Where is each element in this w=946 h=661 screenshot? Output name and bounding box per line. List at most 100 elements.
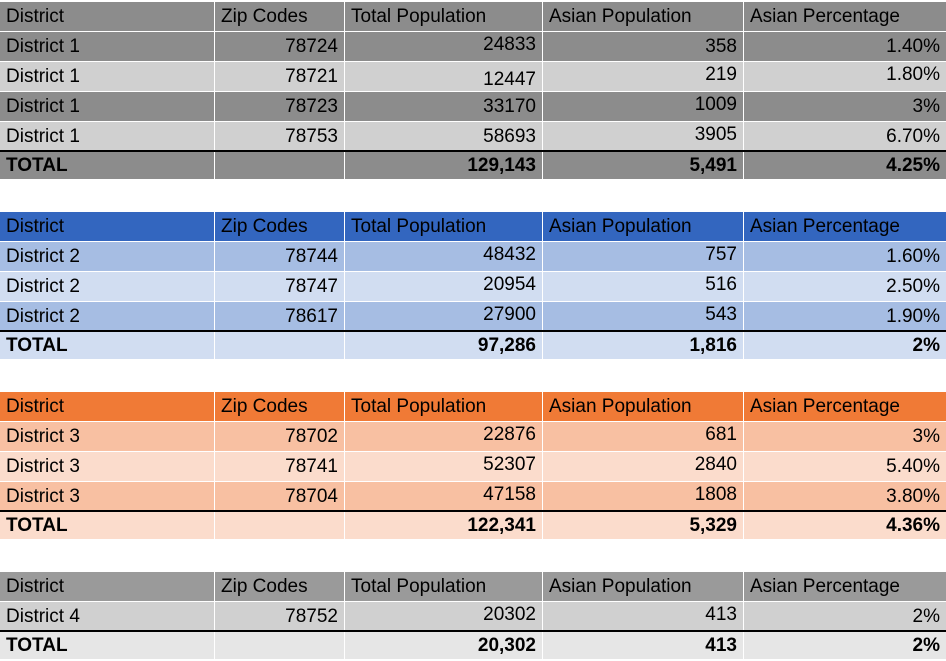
asian-population-cell[interactable]: 1,816 [543,332,744,360]
header-cell[interactable]: Asian Percentage [744,212,946,242]
asian-percentage-cell[interactable]: 2% [744,332,946,360]
zip-cell[interactable]: 78617 [215,302,345,332]
total-population-cell[interactable]: 97,286 [345,332,543,360]
asian-population-cell[interactable]: 5,329 [543,512,744,540]
zip-cell[interactable]: 78744 [215,242,345,272]
header-cell[interactable]: District [0,2,215,32]
asian-population-cell[interactable]: 3905 [543,122,744,152]
district-cell[interactable]: District 2 [0,272,215,302]
zip-cell[interactable]: 78752 [215,602,345,632]
table-row: District 1 78753 58693 3905 6.70% [0,122,946,152]
header-cell[interactable]: Asian Percentage [744,572,946,602]
header-cell[interactable]: Total Population [345,212,543,242]
zip-cell[interactable]: 78753 [215,122,345,152]
asian-population-cell[interactable]: 5,491 [543,152,744,180]
district-cell[interactable]: District 3 [0,452,215,482]
total-population-cell[interactable]: 129,143 [345,152,543,180]
district-cell[interactable]: District 3 [0,422,215,452]
asian-percentage-cell[interactable]: 5.40% [744,452,946,482]
asian-population-cell[interactable]: 516 [543,272,744,302]
asian-percentage-cell[interactable]: 2.50% [744,272,946,302]
total-label-cell[interactable]: TOTAL [0,512,215,540]
zip-cell[interactable]: 78723 [215,92,345,122]
zip-cell[interactable]: 78747 [215,272,345,302]
district-cell[interactable]: District 2 [0,242,215,272]
total-label-cell[interactable]: TOTAL [0,332,215,360]
asian-population-cell[interactable]: 413 [543,602,744,632]
zip-cell[interactable] [215,332,345,360]
asian-percentage-cell[interactable]: 6.70% [744,122,946,152]
total-population-cell[interactable]: 47158 [345,482,543,512]
header-cell[interactable]: Zip Codes [215,392,345,422]
header-cell[interactable]: Zip Codes [215,572,345,602]
zip-cell[interactable]: 78704 [215,482,345,512]
asian-percentage-cell[interactable]: 2% [744,632,946,660]
zip-cell[interactable]: 78724 [215,32,345,62]
asian-percentage-cell[interactable]: 3.80% [744,482,946,512]
total-population-cell[interactable]: 27900 [345,302,543,332]
total-label-cell[interactable]: TOTAL [0,152,215,180]
asian-percentage-cell[interactable]: 3% [744,92,946,122]
district-cell[interactable]: District 3 [0,482,215,512]
header-cell[interactable]: Asian Population [543,2,744,32]
asian-percentage-cell[interactable]: 1.90% [744,302,946,332]
district-cell[interactable]: District 2 [0,302,215,332]
zip-cell[interactable]: 78721 [215,62,345,92]
total-population-cell[interactable]: 122,341 [345,512,543,540]
total-label-cell[interactable]: TOTAL [0,632,215,660]
district-cell[interactable]: District 4 [0,602,215,632]
zip-cell[interactable]: 78741 [215,452,345,482]
asian-percentage-cell[interactable]: 3% [744,422,946,452]
total-population-cell[interactable]: 33170 [345,92,543,122]
header-row: District Zip Codes Total Population Asia… [0,2,946,32]
header-cell[interactable]: Asian Population [543,572,744,602]
header-cell[interactable]: District [0,392,215,422]
header-cell[interactable]: Total Population [345,2,543,32]
total-population-cell[interactable]: 20954 [345,272,543,302]
total-population-cell[interactable]: 12447 [345,62,543,92]
header-cell[interactable]: Asian Population [543,212,744,242]
district-cell[interactable]: District 1 [0,122,215,152]
asian-percentage-cell[interactable]: 1.60% [744,242,946,272]
district-cell[interactable]: District 1 [0,32,215,62]
asian-population-cell[interactable]: 358 [543,32,744,62]
header-cell[interactable]: Asian Percentage [744,2,946,32]
total-population-cell[interactable]: 22876 [345,422,543,452]
total-row: TOTAL 129,143 5,491 4.25% [0,150,946,180]
zip-cell[interactable] [215,152,345,180]
asian-population-cell[interactable]: 757 [543,242,744,272]
header-cell[interactable]: Total Population [345,572,543,602]
header-cell[interactable]: Zip Codes [215,2,345,32]
header-cell[interactable]: Asian Percentage [744,392,946,422]
asian-population-cell[interactable]: 2840 [543,452,744,482]
header-cell[interactable]: District [0,572,215,602]
asian-percentage-cell[interactable]: 4.25% [744,152,946,180]
asian-percentage-cell[interactable]: 4.36% [744,512,946,540]
zip-cell[interactable] [215,632,345,660]
asian-population-cell[interactable]: 1808 [543,482,744,512]
district-cell[interactable]: District 1 [0,92,215,122]
total-population-cell[interactable]: 52307 [345,452,543,482]
header-cell[interactable]: Total Population [345,392,543,422]
asian-percentage-cell[interactable]: 1.40% [744,32,946,62]
total-population-cell[interactable]: 58693 [345,122,543,152]
header-cell[interactable]: Asian Population [543,392,744,422]
header-cell[interactable]: Zip Codes [215,212,345,242]
asian-percentage-cell[interactable]: 2% [744,602,946,632]
asian-population-cell[interactable]: 543 [543,302,744,332]
total-population-cell[interactable]: 20302 [345,602,543,632]
total-population-cell[interactable]: 20,302 [345,632,543,660]
asian-population-cell[interactable]: 219 [543,62,744,92]
asian-population-cell[interactable]: 681 [543,422,744,452]
table-row: District 3 78741 52307 2840 5.40% [0,452,946,482]
asian-percentage-cell[interactable]: 1.80% [744,62,946,92]
total-population-cell[interactable]: 24833 [345,32,543,62]
zip-cell[interactable]: 78702 [215,422,345,452]
asian-population-cell[interactable]: 413 [543,632,744,660]
total-row: TOTAL 122,341 5,329 4.36% [0,510,946,540]
district-cell[interactable]: District 1 [0,62,215,92]
header-cell[interactable]: District [0,212,215,242]
zip-cell[interactable] [215,512,345,540]
total-population-cell[interactable]: 48432 [345,242,543,272]
asian-population-cell[interactable]: 1009 [543,92,744,122]
